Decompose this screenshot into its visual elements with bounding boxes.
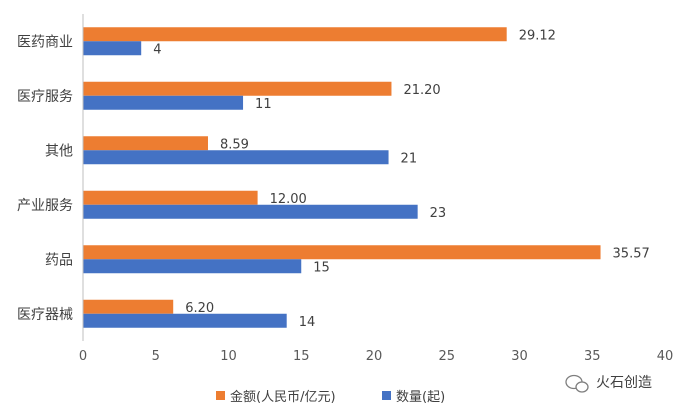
legend-label: 数量(起) bbox=[396, 390, 445, 405]
data-label: 21.20 bbox=[403, 83, 440, 98]
bar bbox=[83, 95, 244, 110]
category-label: 医药商业 bbox=[17, 34, 73, 50]
data-labels: 29.12 4 21.20 11 8.59 21 12.00 23 35.57 15 6.20 14 bbox=[153, 28, 650, 330]
data-label: 12.00 bbox=[270, 192, 307, 207]
watermark-text: 火石创造 bbox=[596, 375, 652, 391]
bar bbox=[83, 190, 258, 205]
x-tick-label: 35 bbox=[584, 349, 601, 364]
x-tick-label: 25 bbox=[438, 349, 455, 364]
bar bbox=[83, 27, 507, 42]
category-label: 医疗服务 bbox=[17, 89, 73, 105]
data-label: 15 bbox=[313, 260, 330, 275]
bar bbox=[83, 136, 208, 151]
x-tick-label: 30 bbox=[511, 349, 528, 364]
data-label: 23 bbox=[430, 206, 447, 221]
legend: 金额(人民币/亿元) 数量(起) bbox=[216, 389, 445, 405]
wechat-icon bbox=[565, 374, 589, 393]
category-label: 药品 bbox=[45, 252, 73, 268]
x-tick-label: 20 bbox=[366, 349, 383, 364]
data-label: 8.59 bbox=[220, 137, 249, 152]
bar bbox=[83, 313, 287, 328]
x-tick-label: 15 bbox=[293, 349, 310, 364]
bar bbox=[83, 259, 302, 274]
category-label: 产业服务 bbox=[17, 198, 73, 214]
data-label: 35.57 bbox=[613, 246, 650, 261]
x-tick-label: 40 bbox=[657, 349, 674, 364]
bar bbox=[83, 245, 601, 260]
bar bbox=[83, 204, 418, 219]
legend-swatch bbox=[382, 391, 391, 400]
data-label: 21 bbox=[401, 151, 418, 166]
x-tick-label: 0 bbox=[79, 349, 87, 364]
data-label: 11 bbox=[255, 97, 272, 112]
category-label: 其他 bbox=[45, 143, 73, 159]
data-label: 29.12 bbox=[519, 28, 556, 43]
x-axis-ticks: 0 5 10 15 20 25 30 35 40 bbox=[79, 349, 673, 364]
bar bbox=[83, 150, 389, 165]
legend-label: 金额(人民币/亿元) bbox=[230, 389, 336, 405]
x-tick-label: 10 bbox=[220, 349, 237, 364]
x-tick-label: 5 bbox=[152, 349, 160, 364]
data-label: 6.20 bbox=[185, 301, 214, 316]
bars bbox=[83, 27, 601, 328]
watermark: 火石创造 bbox=[565, 374, 652, 393]
data-label: 14 bbox=[299, 315, 316, 330]
bar bbox=[83, 41, 142, 56]
category-label: 医疗器械 bbox=[17, 307, 73, 323]
data-label: 4 bbox=[153, 42, 161, 57]
legend-swatch bbox=[216, 391, 225, 400]
bar bbox=[83, 81, 392, 96]
bar bbox=[83, 299, 174, 314]
